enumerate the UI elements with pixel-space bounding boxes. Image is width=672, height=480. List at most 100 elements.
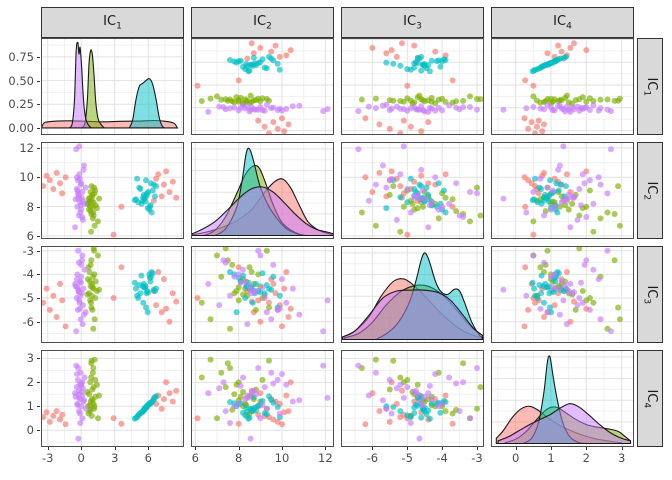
facet-strip-top-ic4: IC4 [491, 7, 634, 38]
scatter-points-cluster-teal [131, 393, 160, 422]
panel-ic1-ic1-density [40, 38, 184, 135]
strip-label: IC4 [553, 13, 572, 32]
panel-svg [40, 38, 184, 135]
panel-svg [491, 38, 634, 137]
scatter-points-cluster-purple [355, 101, 480, 115]
y-tick-label: 0.75 [8, 49, 34, 64]
density-cluster-green [81, 49, 106, 129]
x-tick-mark [282, 447, 283, 450]
y-tick-label: 2 [26, 375, 34, 390]
density-curves [40, 41, 179, 129]
panel-svg [491, 245, 634, 343]
scatter-points-cluster-purple [72, 362, 89, 442]
x-tick-mark [477, 447, 479, 450]
y-tick-label: 6 [26, 229, 34, 244]
panel-svg [341, 246, 484, 343]
y-tick-mark [37, 250, 40, 252]
strip-label: IC1 [641, 77, 659, 96]
scatter-points-cluster-green [84, 245, 103, 332]
scatter-points-cluster-purple [72, 247, 89, 335]
scatter-points-cluster-teal [131, 175, 160, 216]
y-tick-label: 1 [26, 399, 34, 414]
y-tick-mark [37, 274, 40, 276]
facet-strip-right-ic1: IC1 [637, 38, 663, 135]
facet-strip-top-ic3: IC3 [341, 7, 484, 38]
x-tick-label: 8 [234, 451, 243, 465]
panel-svg [491, 350, 634, 447]
y-tick-label: -3 [22, 243, 34, 258]
x-tick-mark [586, 447, 588, 450]
density-cluster-purple [68, 41, 93, 129]
panel-svg [191, 142, 335, 239]
y-tick-label: 3 [26, 351, 34, 366]
x-tick-mark [372, 447, 374, 450]
y-tick-label: 0.50 [8, 73, 34, 88]
panel-ic2-ic2-density [191, 142, 335, 239]
y-tick-mark [37, 177, 40, 179]
x-tick-label: -4 [436, 451, 448, 465]
x-tick-mark [47, 447, 49, 450]
panel-svg [191, 245, 334, 343]
panel-svg [341, 350, 484, 447]
panel-ic4-vs-ic1 [40, 350, 184, 447]
strip-label: IC2 [253, 13, 272, 32]
scatter-points-cluster-salmon [40, 168, 180, 238]
y-tick-mark [37, 56, 40, 58]
y-tick-mark [37, 127, 40, 129]
density-curves [342, 252, 484, 341]
x-tick-label: 0 [512, 451, 520, 465]
x-tick-label: 6 [191, 451, 199, 465]
y-tick-label: 0.25 [8, 97, 34, 112]
strip-label: IC3 [403, 13, 422, 32]
scatter-points-cluster-teal [227, 53, 283, 75]
x-tick-label: 0 [77, 451, 85, 465]
x-tick-mark [407, 447, 409, 450]
density-cluster-purple [497, 403, 632, 445]
x-tick-mark [442, 447, 444, 450]
y-tick-mark [37, 147, 40, 149]
x-tick-label: -6 [366, 451, 379, 465]
x-tick-label: 1 [547, 451, 555, 465]
y-tick-mark [37, 358, 40, 360]
y-tick-mark [37, 236, 40, 238]
scatter-points-cluster-purple [500, 101, 614, 115]
x-tick-label: -5 [401, 451, 413, 465]
y-tick-mark [37, 298, 40, 300]
scatter-points-cluster-purple [205, 101, 331, 115]
panel-ic3-vs-ic2 [191, 245, 334, 343]
panel-svg [191, 38, 334, 137]
panel-ic4-vs-ic4-scatter [491, 350, 634, 447]
panel-svg [491, 142, 634, 239]
y-tick-label: 0.00 [8, 120, 34, 135]
y-tick-mark [37, 321, 40, 323]
panel-svg [40, 142, 184, 239]
panel-ic2-vs-ic3 [341, 142, 484, 239]
scatter-points-cluster-salmon [40, 264, 180, 330]
x-tick-label: 10 [274, 451, 290, 465]
y-tick-label: 10 [19, 170, 34, 185]
strip-label: IC2 [641, 181, 659, 200]
facet-strip-right-ic3: IC3 [637, 246, 663, 343]
scatter-points-cluster-teal [227, 393, 283, 422]
x-tick-mark [515, 447, 517, 450]
panel-svg [40, 245, 184, 343]
scatter-points-cluster-teal [131, 269, 160, 316]
y-tick-mark [37, 80, 40, 82]
facet-strip-top-ic2: IC2 [191, 7, 334, 38]
x-tick-mark [114, 447, 116, 450]
y-tick-label: -4 [22, 267, 34, 282]
panel-ic2-vs-ic4 [491, 142, 634, 239]
density-cluster-teal [128, 78, 166, 129]
scatter-points-cluster-green [84, 356, 103, 422]
y-tick-mark [37, 206, 40, 208]
facet-strip-right-ic4: IC4 [637, 350, 663, 447]
y-tick-label: 0 [26, 423, 34, 438]
panel-svg [191, 350, 334, 447]
scatter-points-cluster-purple [500, 247, 614, 335]
density-cluster-purple [191, 186, 335, 237]
scatter-points-cluster-purple [72, 143, 89, 231]
panel-ic1-vs-ic4 [491, 38, 634, 137]
y-tick-mark [37, 104, 40, 106]
panel-ic1-vs-ic2 [191, 38, 334, 137]
